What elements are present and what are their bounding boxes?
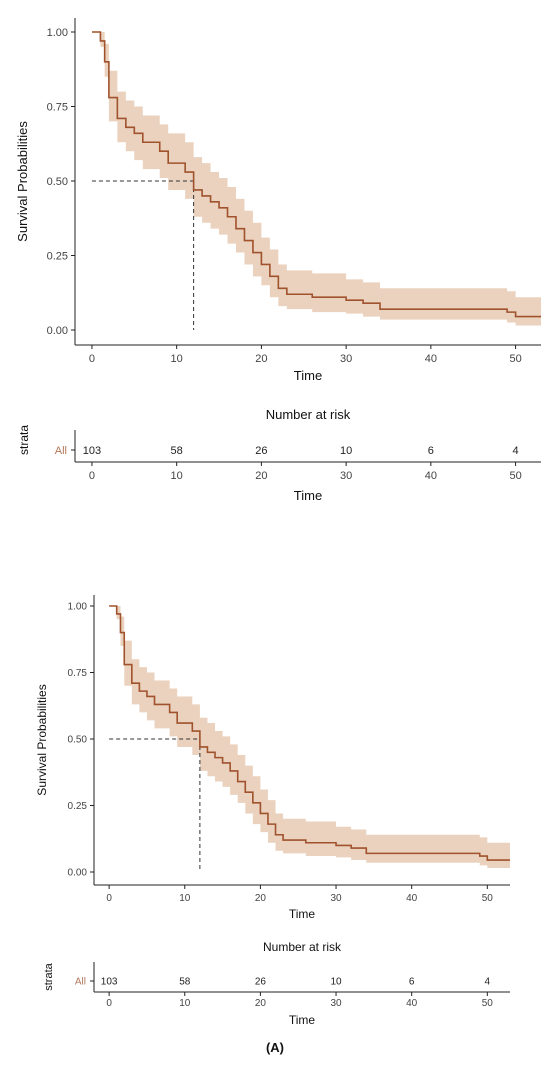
figure-root: 0.000.250.500.751.000 10 20 30 40 50TimeSurvi… [15,18,541,1027]
risk-count: 4 [485,977,491,988]
risk-x-tick-label: 20 [255,470,267,482]
risk-x-axis-label: Time [289,1013,316,1027]
x-tick-label: 40 [406,893,418,904]
risk-x-tick-label: 50 [482,998,494,1009]
risk-x-tick-label: 10 [171,470,183,482]
x-tick-label: 50 [482,893,494,904]
risk-count: 26 [255,445,267,457]
x-tick-label: 10 [179,893,191,904]
risk-count: 103 [101,977,118,988]
x-tick-label: 30 [340,353,352,365]
risk-count: 6 [409,977,415,988]
risk-count: 4 [513,445,519,457]
y-tick-label: 0.50 [68,735,88,746]
risk-x-tick-label: 30 [340,470,352,482]
figure-caption: (A) [266,1040,284,1055]
risk-strata-label: All [75,977,86,988]
y-tick-label: 1.00 [68,602,88,613]
survival-curve [109,605,510,861]
risk-count: 58 [179,977,191,988]
x-tick-label: 0 [89,353,95,365]
y-tick-label: 0.00 [68,868,88,879]
risk-x-tick-label: 50 [509,470,521,482]
x-tick-label: 40 [425,353,437,365]
y-tick-label: 0.00 [47,325,68,337]
risk-strata-axis-label: strata [17,425,31,455]
risk-x-axis-label: Time [294,488,322,503]
confidence-band [91,32,541,326]
risk-count: 58 [171,445,183,457]
y-tick-label: 0.25 [68,801,88,812]
survival-curve [91,31,541,318]
y-tick-label: 0.50 [47,176,68,188]
risk-x-tick-label: 30 [330,998,342,1009]
confidence-band [109,606,511,869]
y-tick-label: 0.75 [68,668,88,679]
risk-x-tick-label: 0 [106,998,112,1009]
risk-strata-axis-label: strata [43,962,55,990]
risk-count: 10 [340,445,352,457]
risk-count: 10 [330,977,342,988]
risk-table-title: Number at risk [263,940,342,954]
x-tick-label: 20 [255,353,267,365]
risk-count: 26 [255,977,267,988]
y-tick-label: 0.25 [47,250,68,262]
x-tick-label: 20 [255,893,267,904]
y-axis-label: Survival Probabilities [15,121,30,242]
x-axis-label: Time [289,907,316,921]
risk-strata-label: All [55,445,67,457]
x-tick-label: 50 [509,353,521,365]
risk-table-title: Number at risk [266,407,351,422]
risk-count: 6 [428,445,434,457]
km-panel-1: 0.000.250.500.751.000 10 20 30 40 50TimeSurvi… [15,18,541,503]
x-tick-label: 10 [171,353,183,365]
y-axis-label: Survival Probabilities [35,684,49,795]
y-tick-label: 0.75 [47,101,68,113]
risk-x-tick-label: 40 [406,998,418,1009]
risk-x-tick-label: 0 [89,470,95,482]
x-tick-label: 0 [106,893,112,904]
x-tick-label: 30 [330,893,342,904]
risk-x-tick-label: 20 [255,998,267,1009]
risk-x-tick-label: 40 [425,470,437,482]
km-panel-2: 0.000.250.500.751.000 10 20 30 40 50TimeSurvi… [35,595,511,1027]
y-tick-label: 1.00 [47,27,68,39]
risk-x-tick-label: 10 [179,998,191,1009]
risk-count: 103 [83,445,101,457]
x-axis-label: Time [294,368,322,383]
